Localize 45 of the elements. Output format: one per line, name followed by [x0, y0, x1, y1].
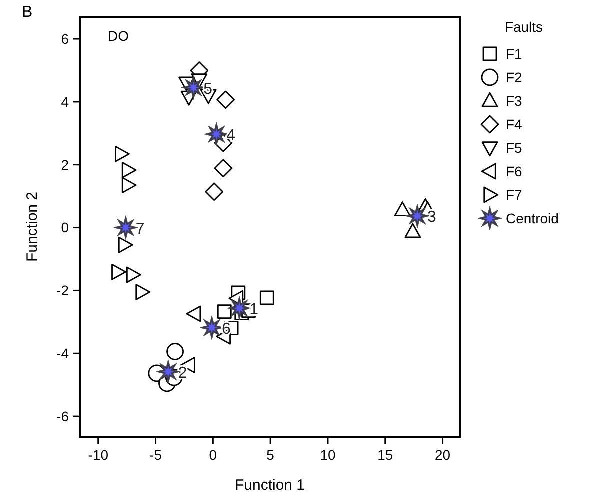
y-tick-label: -2 — [56, 282, 70, 299]
point — [136, 284, 151, 300]
y-axis-title: Function 2 — [24, 192, 41, 262]
y-tick-label: -4 — [56, 346, 70, 362]
legend-label: F1 — [506, 46, 523, 62]
point — [112, 264, 126, 280]
point — [394, 202, 411, 216]
point — [126, 266, 142, 284]
point — [205, 182, 224, 202]
legend-title: Faults — [504, 19, 544, 35]
y-tick-label: 2 — [61, 156, 70, 173]
legend-label: F7 — [506, 186, 523, 203]
legend-label: F6 — [506, 163, 523, 180]
text: B — [22, 4, 33, 21]
annotation: 4 — [226, 127, 236, 144]
x-axis-title: Function 1 — [234, 477, 306, 494]
point — [214, 159, 233, 178]
x-tick-label: 5 — [266, 447, 275, 463]
x-tick-label: 0 — [209, 447, 218, 463]
point — [216, 90, 235, 110]
point — [404, 223, 422, 238]
x-tick-label: 10 — [320, 447, 336, 463]
y-tick-label: 0 — [61, 220, 70, 236]
point — [217, 304, 232, 319]
legend-label: F3 — [506, 92, 523, 109]
x-tick-label: 15 — [378, 447, 394, 463]
annotation: 7 — [136, 220, 145, 238]
y-tick-label: 4 — [61, 94, 70, 110]
y-tick-label: -6 — [56, 408, 70, 424]
point — [166, 343, 184, 360]
legend-label: F2 — [506, 69, 523, 86]
x-tick-label: -5 — [150, 447, 162, 463]
legend-label: Centroid — [506, 210, 559, 226]
point — [122, 177, 137, 194]
legend-label: F5 — [506, 140, 523, 156]
point — [118, 236, 134, 254]
point — [260, 290, 274, 306]
point — [186, 306, 202, 322]
annotation: DO — [108, 28, 130, 44]
x-tick-label: -10 — [88, 447, 109, 463]
point — [122, 162, 137, 178]
legend-label: F4 — [506, 116, 523, 132]
y-tick-label: 6 — [61, 30, 70, 47]
x-tick-label: 20 — [434, 447, 451, 463]
point — [115, 146, 130, 162]
